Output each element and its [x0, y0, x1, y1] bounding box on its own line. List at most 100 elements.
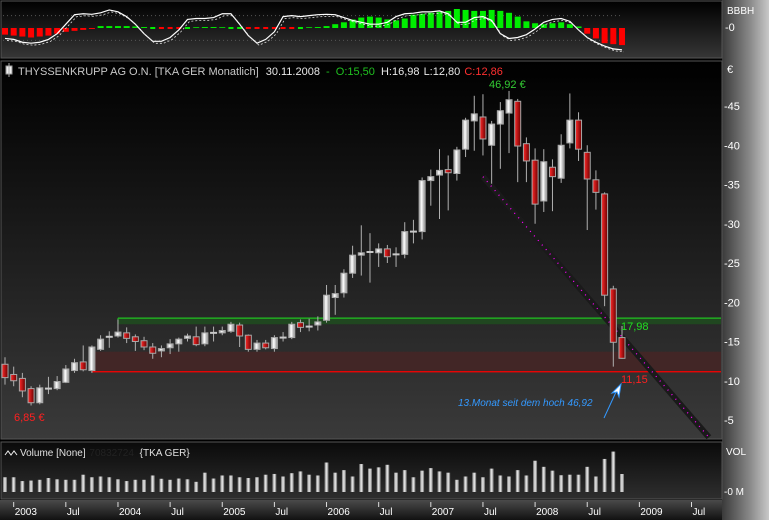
- indicator-bar: [384, 19, 391, 28]
- candle-up: [357, 252, 365, 256]
- indicator-bar: [479, 10, 486, 28]
- candle-up: [71, 362, 79, 372]
- candle-up: [557, 144, 565, 179]
- y-tick-label: -35: [724, 180, 740, 192]
- header-date: 30.11.2008: [266, 66, 320, 78]
- volume-bar: [11, 477, 16, 492]
- volume-bar: [333, 472, 338, 492]
- indicator-bar: [592, 28, 599, 39]
- indicator-bar: [219, 27, 226, 28]
- x-tick-label: 2007: [432, 507, 455, 518]
- candle-up: [427, 176, 435, 182]
- indicator-bar: [323, 26, 330, 28]
- volume-bar: [159, 478, 164, 492]
- candle-down: [10, 373, 18, 382]
- indicator-bar: [36, 28, 43, 37]
- volume-bar: [220, 475, 225, 492]
- volume-bar: [124, 481, 129, 492]
- indicator-bar: [549, 23, 556, 28]
- y-tick-label: -40: [724, 140, 740, 152]
- resistance-label: 11,15: [621, 374, 648, 386]
- candle-down: [592, 179, 600, 193]
- volume-bar: [324, 462, 329, 492]
- indicator-zero-label: -0: [725, 22, 735, 34]
- candle-down: [296, 322, 304, 328]
- volume-bar: [376, 467, 381, 492]
- candle-up: [227, 323, 235, 332]
- volume-bar: [446, 472, 451, 492]
- candle-up: [505, 99, 513, 114]
- annotation-note: 13.Monat seit dem hoch 46,92: [458, 398, 593, 409]
- volume-bar: [289, 473, 294, 492]
- header-sep: -: [326, 66, 330, 78]
- indicator-bar: [45, 28, 52, 36]
- indicator-bar: [419, 13, 426, 28]
- volume-bar: [437, 471, 442, 492]
- levels-layer: [91, 174, 722, 440]
- volume-bar: [507, 476, 512, 492]
- candle-down: [601, 193, 609, 296]
- candle-up: [288, 323, 296, 339]
- indicator-bar: [332, 24, 339, 28]
- volume-bar: [150, 475, 155, 492]
- candles-layer: [1, 90, 626, 406]
- header-high: H:16,98: [381, 66, 420, 78]
- header-open: O:15,50: [336, 66, 375, 78]
- candle-up: [175, 338, 183, 345]
- x-tick-label: Jul: [171, 507, 184, 518]
- indicator-bar: [88, 28, 95, 29]
- indicator-bar: [10, 28, 17, 36]
- volume-bar: [307, 474, 312, 492]
- volume-bar: [37, 479, 42, 492]
- candle-down: [514, 100, 522, 147]
- indicator-bar: [349, 19, 356, 28]
- indicator-bar: [263, 27, 269, 29]
- volume-symbol: {TKA GER}: [140, 448, 191, 459]
- indicator-bar: [566, 24, 573, 28]
- support-label: 17,98: [621, 321, 649, 333]
- volume-bar: [255, 477, 260, 492]
- candle-down: [140, 340, 148, 348]
- indicator-bar: [201, 27, 208, 28]
- volume-bar: [463, 476, 468, 492]
- candle-up: [436, 169, 443, 176]
- indicator-bar: [271, 27, 277, 29]
- candle-down: [575, 119, 583, 150]
- indicator-bar: [193, 27, 200, 28]
- indicator-bar: [575, 26, 582, 28]
- volume-bar: [176, 478, 181, 492]
- volume-bar: [359, 464, 364, 492]
- candle-up: [157, 348, 165, 352]
- indicator-bar: [523, 21, 530, 28]
- volume-bar: [350, 476, 355, 492]
- volume-zero-label: -0 M: [724, 487, 744, 498]
- indicator-bar: [132, 26, 139, 28]
- candle-up: [166, 343, 174, 349]
- indicator-bar: [167, 27, 173, 29]
- indicator-bar: [210, 27, 217, 28]
- indicator-bar: [114, 26, 121, 28]
- volume-bar: [228, 475, 233, 492]
- candle-up: [540, 161, 548, 202]
- candle-up: [453, 149, 461, 175]
- candle-down: [522, 143, 530, 162]
- volume-bar: [341, 470, 346, 492]
- indicator-bar: [532, 23, 539, 28]
- volume-bar: [98, 476, 103, 492]
- indicator-layer: [2, 9, 625, 53]
- volume-bar: [315, 475, 320, 492]
- indicator-bar: [62, 28, 69, 32]
- indicator-bar: [80, 28, 87, 30]
- volume-bar: [480, 477, 485, 492]
- volume-bar: [237, 477, 242, 492]
- volume-bar: [498, 475, 503, 492]
- candle-up: [488, 123, 496, 146]
- x-tick-label: 2004: [119, 507, 142, 518]
- volume-bar: [211, 478, 216, 492]
- volume-bar: [298, 471, 303, 492]
- volume-bar: [89, 477, 94, 492]
- indicator-bar: [497, 10, 504, 28]
- candle-up: [53, 381, 61, 390]
- volume-bar: [20, 481, 25, 492]
- volume-bar: [602, 458, 607, 492]
